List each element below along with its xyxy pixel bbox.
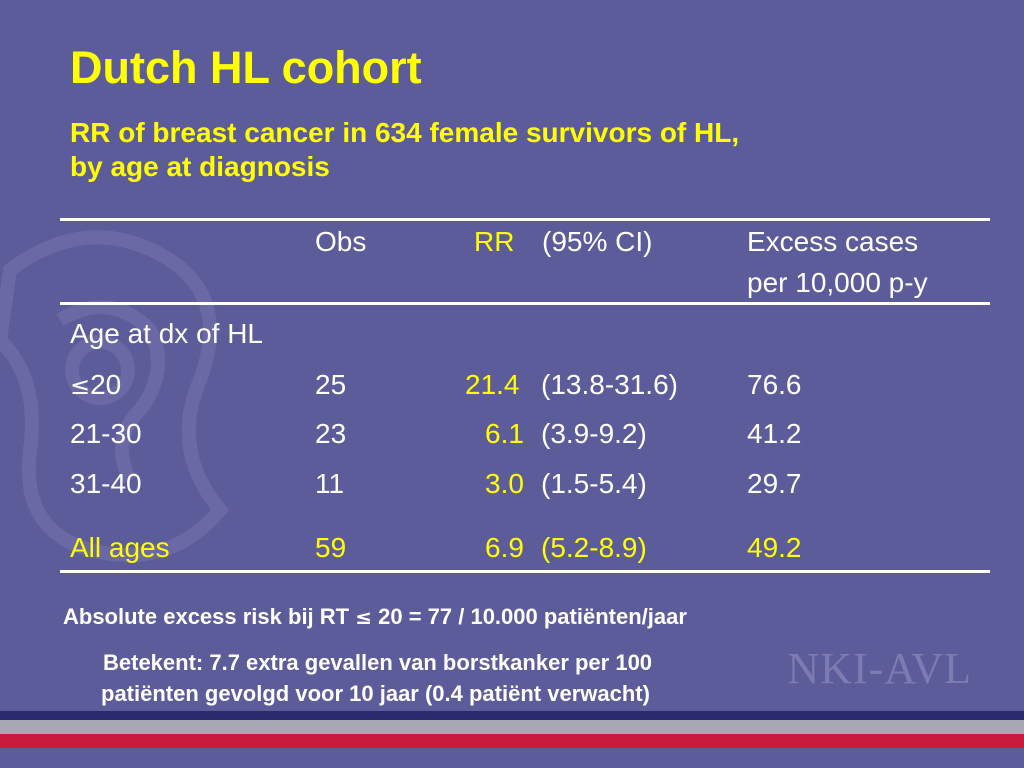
row-excess: 29.7 — [747, 468, 802, 499]
total-obs: 59 — [315, 532, 347, 563]
row-obs: 23 — [315, 418, 347, 449]
header-rr: RR — [474, 226, 515, 257]
row-obs: 25 — [315, 369, 347, 400]
row-age: 21-30 — [70, 418, 142, 449]
interpretation-line-2: patiënten gevolgd voor 10 jaar (0.4 pati… — [101, 681, 650, 706]
less-or-equal-icon: ≤ — [70, 372, 91, 400]
footer-band-grey — [0, 720, 1024, 734]
header-bottom-rule — [60, 302, 990, 305]
slide-subtitle: RR of breast cancer in 634 female surviv… — [70, 116, 739, 184]
row-ci: (3.9-9.2) — [541, 418, 647, 449]
absolute-risk-note: Absolute excess risk bij RT ≤ 20 = 77 / … — [63, 604, 687, 629]
row-ci: (13.8-31.6) — [541, 369, 678, 400]
less-or-equal-icon: ≤ — [355, 605, 372, 629]
nki-avl-watermark-logo: NKI-AVL — [787, 644, 972, 693]
footer-band-navy — [0, 711, 1024, 720]
row-age: ≤20 — [70, 369, 122, 400]
footer-band-red — [0, 734, 1024, 748]
subtitle-line-2: by age at diagnosis — [70, 151, 330, 182]
total-ci: (5.2-8.9) — [541, 532, 647, 563]
interpretation-note: Betekent: 7.7 extra gevallen van borstka… — [101, 647, 652, 709]
header-ci: (95% CI) — [542, 226, 653, 257]
table-top-rule — [60, 218, 990, 221]
total-rr: 6.9 — [485, 532, 524, 563]
header-excess-line-1: Excess cases — [747, 226, 919, 257]
row-rr: 21.4 — [465, 369, 520, 400]
section-label: Age at dx of HL — [70, 318, 264, 349]
table-bottom-rule — [60, 570, 990, 573]
interpretation-line-1: Betekent: 7.7 extra gevallen van borstka… — [103, 650, 653, 675]
row-age: 31-40 — [70, 468, 142, 499]
subtitle-line-1: RR of breast cancer in 634 female surviv… — [70, 117, 740, 148]
slide-title: Dutch HL cohort — [70, 42, 422, 93]
total-excess: 49.2 — [747, 532, 802, 563]
row-excess: 76.6 — [747, 369, 802, 400]
header-obs: Obs — [315, 226, 367, 257]
total-age: All ages — [70, 532, 170, 563]
row-rr: 3.0 — [485, 468, 524, 499]
row-obs: 11 — [315, 468, 345, 499]
row-excess: 41.2 — [747, 418, 802, 449]
row-rr: 6.1 — [485, 418, 524, 449]
header-excess-line-2: per 10,000 p-y — [747, 267, 928, 298]
row-ci: (1.5-5.4) — [541, 468, 647, 499]
